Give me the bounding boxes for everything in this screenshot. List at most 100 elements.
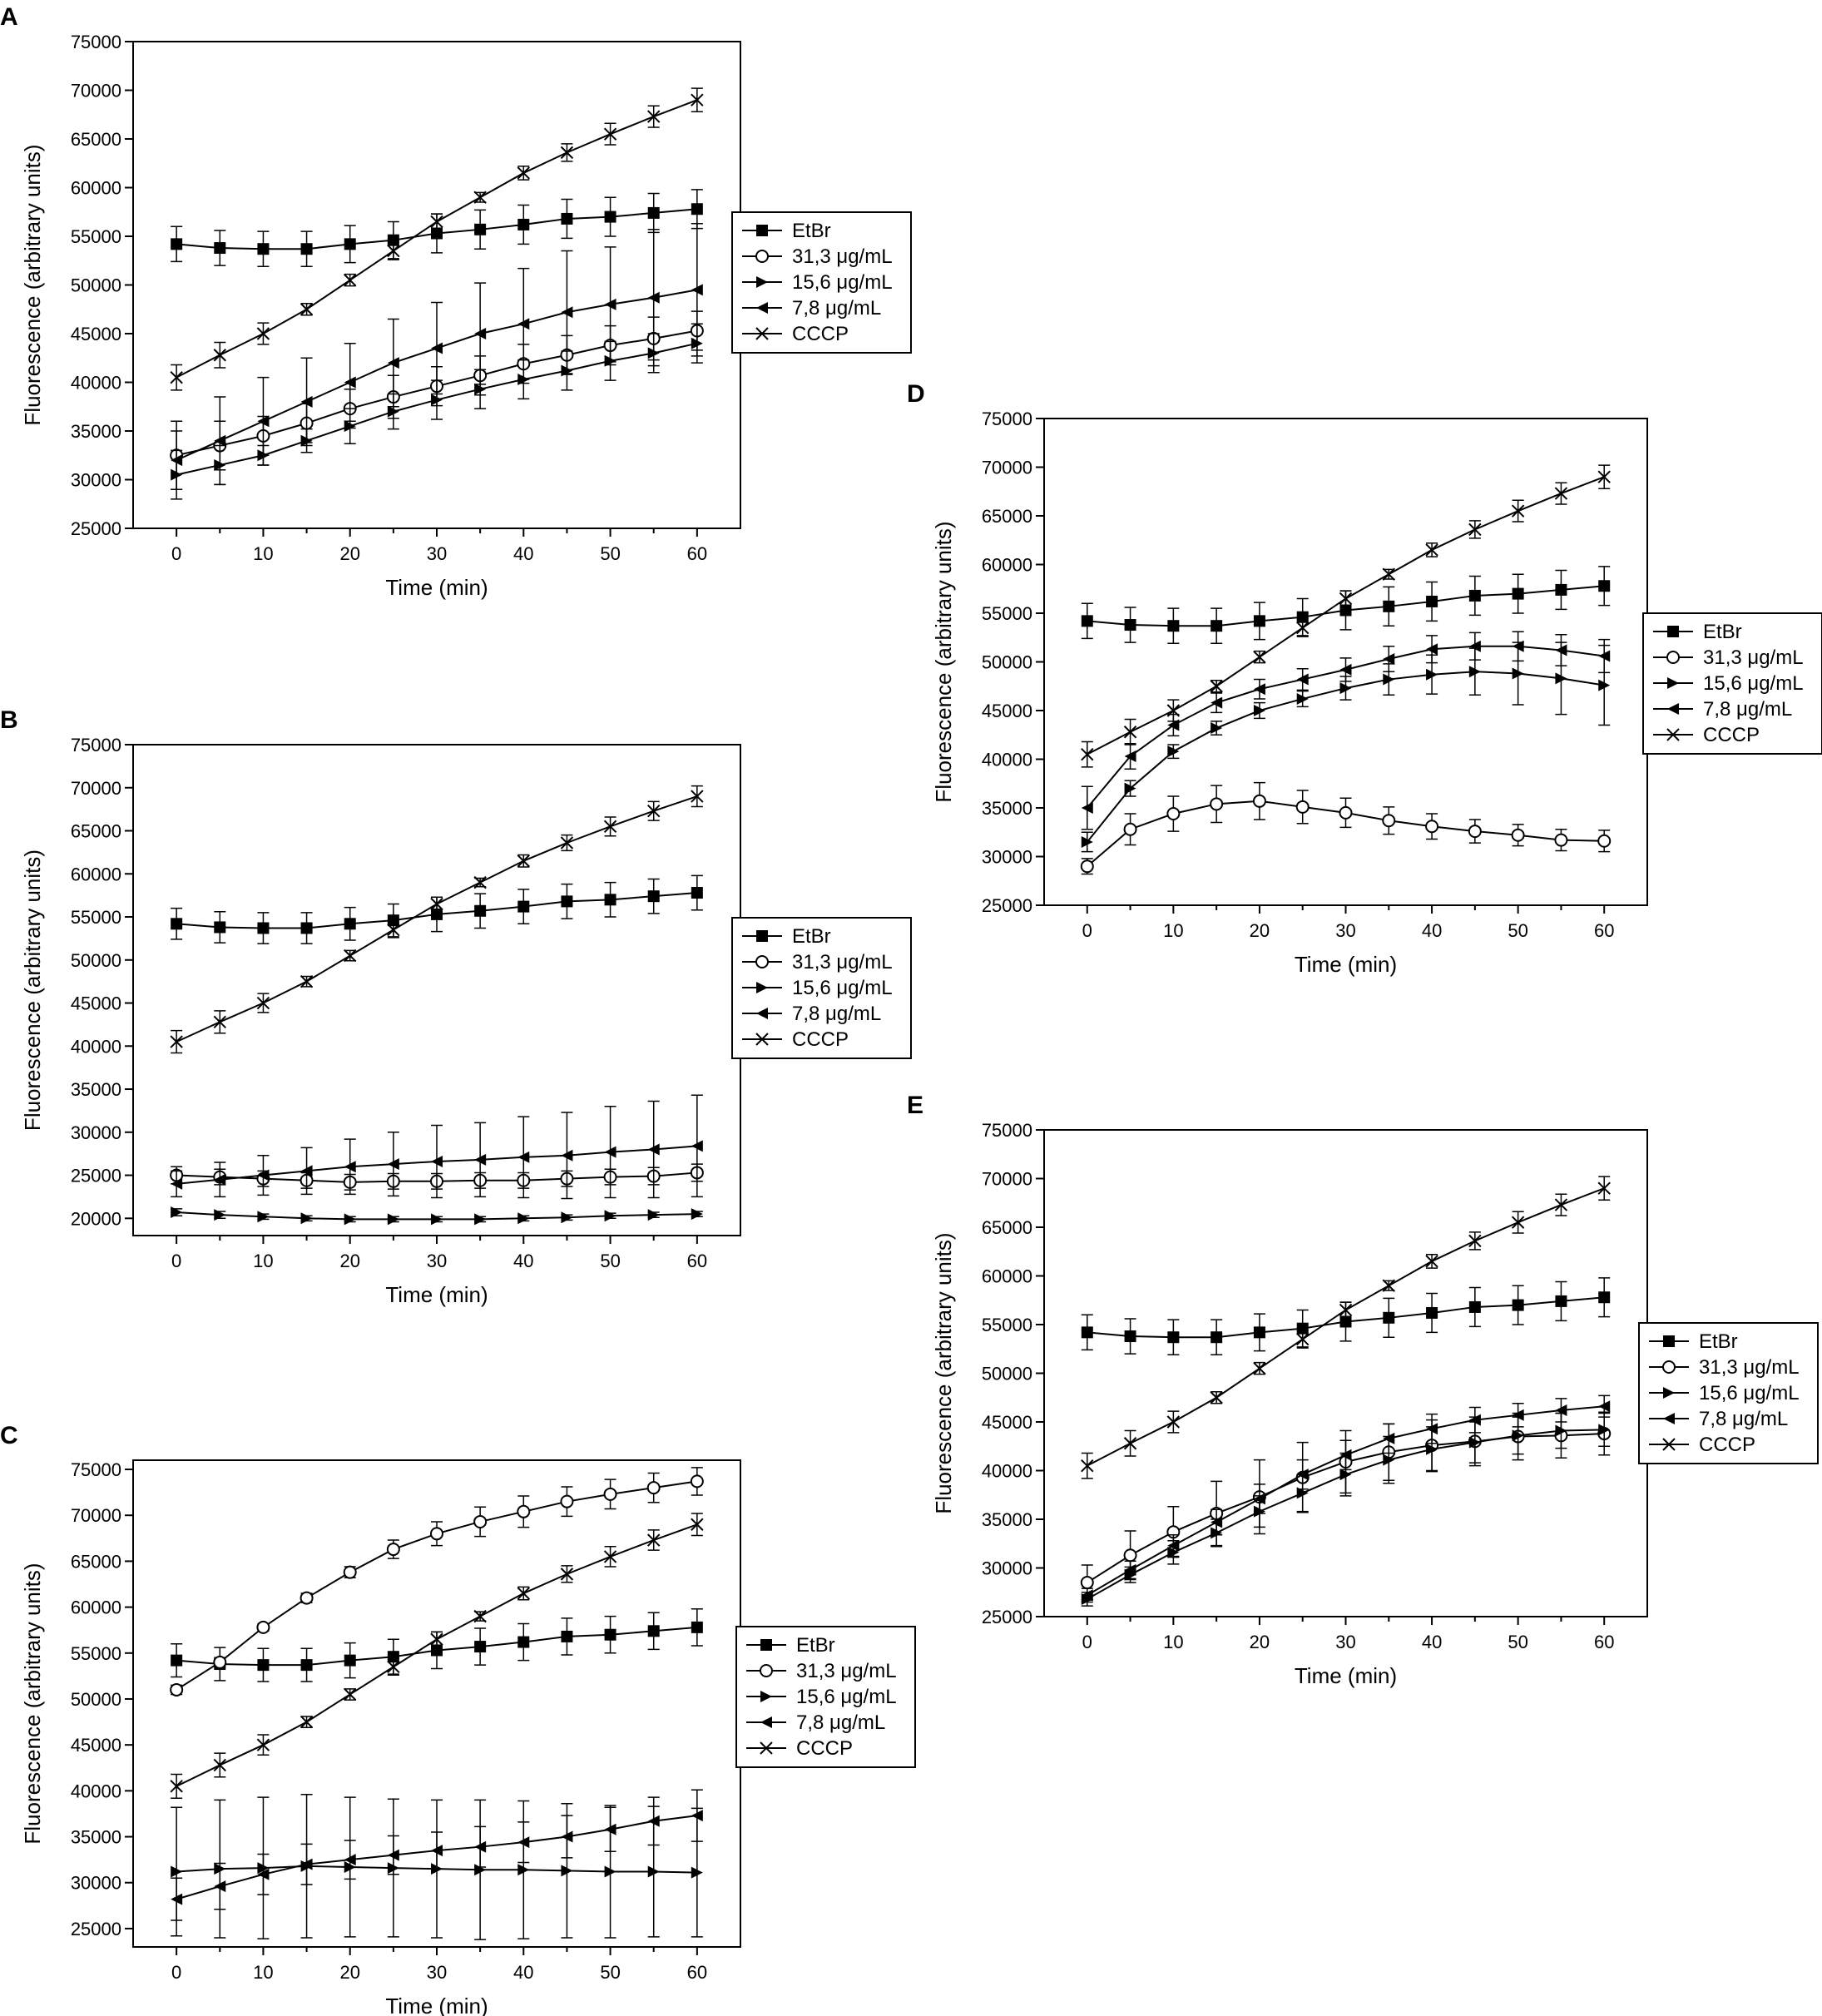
data-point [561,212,573,225]
data-point [1555,1424,1567,1437]
data-point [1124,1563,1136,1576]
legend-label: 15,6 μg/mL [796,1686,897,1708]
y-tick-label: 55000 [71,907,121,928]
x-tick-label: 60 [1594,1632,1614,1652]
data-point [1382,567,1395,581]
data-point [387,244,400,258]
x-tick-label: 10 [1163,1632,1183,1652]
y-tick-label: 60000 [982,1266,1032,1287]
x-tick-label: 0 [171,1962,181,1983]
data-point [344,273,357,287]
data-point [474,328,487,339]
data-point [1598,1291,1611,1304]
data-point [213,1655,227,1669]
legend-label: 7,8 μg/mL [796,1711,885,1734]
legend-marker [1663,1413,1675,1424]
legend-marker [1667,626,1679,637]
data-point [387,405,399,418]
data-point [1468,523,1482,537]
data-point [647,206,660,219]
data-point [170,1780,183,1793]
data-point [1167,620,1180,632]
y-axis-title: Fluorescence (arbitrary units) [20,849,45,1131]
data-point [691,284,703,296]
legend-label: 31,3 μg/mL [792,951,893,973]
data-point [1081,1589,1093,1602]
data-point [1166,704,1181,717]
x-axis-title: Time (min) [385,1282,488,1307]
data-point [561,1149,573,1162]
data-point [430,897,443,911]
y-tick-label: 35000 [71,421,121,442]
data-point [1166,807,1181,821]
data-point [561,1211,573,1224]
data-point [344,376,356,389]
data-point [387,914,399,927]
chart-panel-d: D 0 10 20 30 40 50 60 25000 30000 35000 40000 45000 5… [907,380,1822,977]
y-tick-label: 35000 [982,1509,1032,1530]
legend-marker [1667,703,1679,715]
data-point [344,1687,357,1701]
data-point [1554,1198,1568,1211]
data-point [1468,1414,1481,1426]
data-point [1124,1330,1136,1343]
data-point [257,243,270,255]
legend-label: EtBr [792,925,831,948]
chart-panel-b: B 0 10 20 30 40 50 60 20000 25000 30000 35000 40000 4… [0,706,912,1307]
data-point [171,1177,183,1190]
series-x [170,1513,704,1799]
data-point [473,875,487,889]
data-point [603,127,617,141]
y-tick-label: 40000 [982,750,1032,770]
data-point [1468,640,1481,652]
data-point [431,1845,443,1857]
data-point [690,1474,704,1488]
legend: EtBr 31,3 μg/mL 15,6 μg/mL 7,8 μg/mL CCCP [731,917,912,1059]
y-tick-label: 25000 [982,1607,1032,1627]
data-point [300,1858,313,1870]
legend-label: CCCP [1703,724,1760,746]
data-point [646,1481,661,1495]
series-square [1081,1277,1611,1356]
data-point [256,1620,270,1634]
x-tick-label: 50 [600,1962,620,1983]
series-square [171,1608,703,1682]
y-tick-label: 40000 [71,373,121,394]
data-point [604,1865,616,1878]
data-point [1468,1436,1481,1449]
y-tick-label: 25000 [71,1919,121,1939]
data-point [604,894,616,906]
x-tick-label: 40 [1422,920,1442,941]
data-point [1468,1300,1481,1313]
legend-marker [755,1033,769,1046]
data-point [1081,747,1094,761]
data-point [691,203,703,215]
data-point [1554,487,1568,500]
legend-label: EtBr [792,220,831,242]
plot-area [1043,1129,1648,1617]
data-point [1426,595,1438,607]
data-point [647,1865,660,1878]
x-tick-label: 60 [687,1962,707,1983]
series-x [170,785,704,1054]
legend-marker [760,1716,772,1728]
data-point [300,1715,314,1729]
legend-marker [755,327,769,340]
data-point [387,1651,399,1663]
data-point [1210,1391,1223,1404]
x-tick-label: 0 [171,543,181,564]
series-x [1081,464,1611,768]
x-tick-label: 20 [339,543,359,564]
data-point [1555,644,1567,656]
x-tick-label: 0 [1082,1632,1092,1652]
data-point [1512,1409,1524,1421]
data-point [1296,692,1309,705]
data-point [604,1146,616,1158]
y-tick-label: 50000 [982,1364,1032,1384]
data-point [431,1213,443,1226]
data-point [647,1533,661,1547]
data-point [474,1641,487,1653]
y-tick-label: 35000 [982,798,1032,819]
data-point [604,298,616,310]
data-point [474,1840,487,1853]
